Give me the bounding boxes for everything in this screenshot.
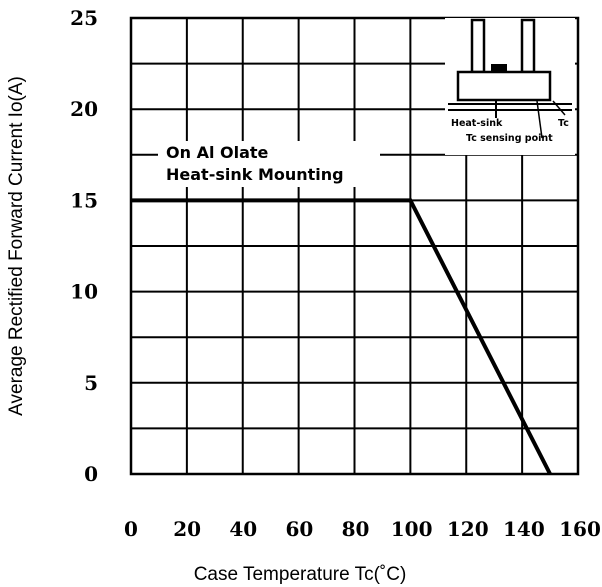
- inset-sensing-point-label: Tc sensing point: [466, 133, 553, 144]
- x-tick-label: 100: [391, 517, 433, 541]
- y-tick-label: 5: [84, 371, 98, 395]
- x-tick-labels: 0 20 40 60 80 100 120 140 160: [124, 517, 601, 541]
- x-tick-label: 40: [229, 517, 257, 541]
- mounting-inset: Heat-sink Tc Tc sensing point: [445, 18, 575, 155]
- inset-tc-leader: [552, 100, 566, 116]
- inset-lead-left: [470, 18, 486, 74]
- mounting-note-line1: On Al Olate: [166, 143, 269, 162]
- x-tick-label: 0: [124, 517, 138, 541]
- x-tick-label: 140: [503, 517, 545, 541]
- mounting-note-line2: Heat-sink Mounting: [166, 165, 344, 184]
- y-tick-label: 25: [70, 6, 98, 30]
- x-tick-label: 120: [447, 517, 489, 541]
- inset-tc-label: Tc: [558, 118, 569, 129]
- y-tick-label: 20: [70, 97, 98, 121]
- x-tick-label: 20: [173, 517, 201, 541]
- y-tick-labels: 0 5 10 15 20 25: [70, 6, 98, 486]
- inset-sensing-point-leader: [536, 100, 543, 139]
- x-tick-label: 160: [559, 517, 601, 541]
- note-background: [158, 141, 380, 187]
- inset-lead-right: [520, 18, 536, 74]
- series-line: [131, 198, 552, 475]
- x-axis-title: Case Temperature Tc(˚C): [194, 564, 407, 585]
- x-tick-label: 60: [285, 517, 313, 541]
- x-tick-label: 80: [342, 517, 370, 541]
- inset-heat-sink-label: Heat-sink: [451, 118, 503, 129]
- y-axis-title: Average Rectified Forward Current Io(A): [6, 76, 27, 416]
- current-derating-series: [131, 198, 552, 475]
- inset-screw-head: [491, 64, 507, 73]
- y-tick-label: 15: [70, 188, 98, 212]
- y-tick-label: 0: [84, 462, 98, 486]
- y-tick-label: 10: [70, 280, 98, 304]
- inset-device-body: [456, 70, 552, 102]
